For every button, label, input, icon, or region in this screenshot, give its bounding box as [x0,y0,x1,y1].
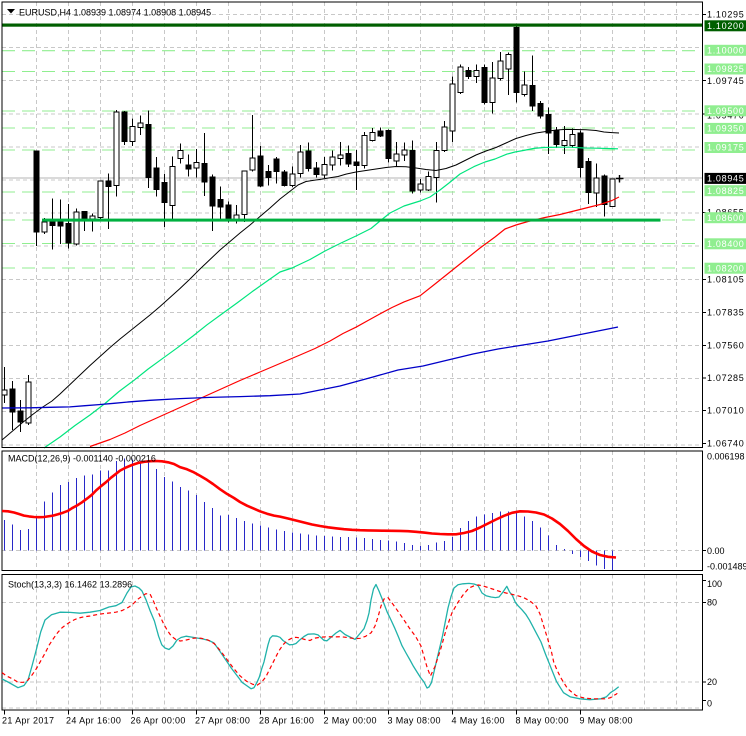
svg-text:1.09175: 1.09175 [707,143,744,153]
svg-text:3 May 08:00: 3 May 08:00 [388,716,441,726]
svg-text:21 Apr 2017: 21 Apr 2017 [2,716,54,726]
svg-text:1.07010: 1.07010 [707,406,744,416]
svg-text:1.10295: 1.10295 [707,10,744,20]
svg-text:1.07285: 1.07285 [707,373,744,383]
svg-text:1.09825: 1.09825 [707,64,744,74]
svg-text:80: 80 [707,598,717,608]
svg-text:1.10200: 1.10200 [707,21,744,31]
svg-text:0.00: 0.00 [707,546,725,556]
svg-text:1.07835: 1.07835 [707,308,744,318]
svg-text:-0.001489: -0.001489 [707,562,746,572]
svg-text:20: 20 [707,677,717,687]
svg-text:1.09745: 1.09745 [707,76,744,86]
svg-text:4 May 16:00: 4 May 16:00 [452,716,505,726]
svg-text:26 Apr 00:00: 26 Apr 00:00 [131,716,186,726]
svg-text:1.06740: 1.06740 [707,439,744,449]
svg-text:1.09350: 1.09350 [707,124,744,134]
svg-text:1.09500: 1.09500 [707,106,744,116]
svg-text:1.10000: 1.10000 [707,46,744,56]
svg-text:9 May 08:00: 9 May 08:00 [580,716,633,726]
svg-text:1.08105: 1.08105 [707,275,744,285]
svg-text:2 May 00:00: 2 May 00:00 [324,716,377,726]
svg-text:EURUSD,H4 1.08939 1.08974 1.0: EURUSD,H4 1.08939 1.08974 1.08908 1.0894… [19,8,211,18]
svg-text:MACD(12,26,9) -0.001140 -0.000: MACD(12,26,9) -0.001140 -0.000216 [8,454,156,464]
svg-text:0.006198: 0.006198 [707,451,745,461]
svg-text:28 Apr 16:00: 28 Apr 16:00 [259,716,314,726]
svg-text:8 May 00:00: 8 May 00:00 [516,716,569,726]
svg-text:24 Apr 16:00: 24 Apr 16:00 [66,716,121,726]
svg-text:1.07560: 1.07560 [707,341,744,351]
svg-text:1.08600: 1.08600 [707,213,744,223]
svg-text:27 Apr 08:00: 27 Apr 08:00 [195,716,250,726]
svg-text:1.08200: 1.08200 [707,263,744,273]
svg-text:1.08945: 1.08945 [707,174,744,184]
svg-text:Stoch(13,3,3) 16.1462 13.2896: Stoch(13,3,3) 16.1462 13.2896 [8,580,132,590]
svg-text:1.08400: 1.08400 [707,239,744,249]
svg-text:1.08825: 1.08825 [707,186,744,196]
svg-text:100: 100 [707,579,722,589]
svg-text:0: 0 [707,699,712,709]
